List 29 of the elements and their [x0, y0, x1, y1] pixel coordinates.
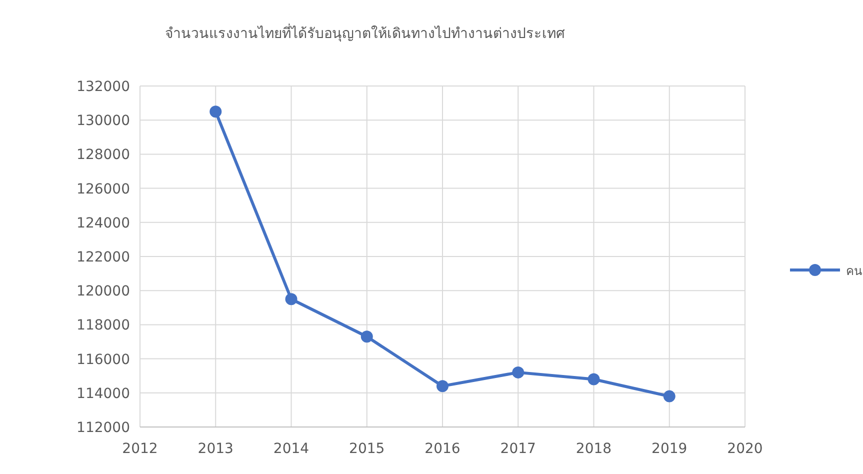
y-tick-label: 116000: [76, 352, 130, 368]
y-tick-label: 120000: [76, 284, 130, 300]
x-tick-label: 2018: [576, 441, 612, 457]
point: [512, 366, 524, 378]
x-tick-label: 2014: [273, 441, 310, 457]
x-tick-label: 2013: [198, 441, 234, 457]
y-tick-label: 112000: [76, 420, 130, 436]
y-tick-label: 114000: [76, 386, 130, 402]
point: [588, 373, 600, 386]
y-tick-label: 130000: [76, 113, 130, 130]
x-tick-label: 2016: [424, 441, 460, 457]
point: [663, 390, 676, 402]
legend-label: คน: [846, 264, 862, 278]
point: [285, 293, 298, 306]
point: [436, 380, 448, 392]
point: [210, 106, 222, 118]
x-tick-label: 2020: [727, 441, 763, 457]
x-tick-label: 2015: [349, 441, 385, 457]
y-tick-label: 122000: [76, 250, 130, 266]
y-tick-label: 128000: [76, 147, 130, 164]
y-tick-label: 124000: [76, 215, 130, 232]
x-tick-label: 2017: [500, 441, 536, 457]
point: [360, 330, 373, 343]
y-tick-label: 118000: [76, 318, 130, 334]
x-tick-label: 2012: [122, 441, 158, 457]
x-tick-label: 2019: [652, 441, 688, 457]
y-tick-label: 132000: [76, 79, 130, 95]
y-tick-label: 126000: [76, 181, 130, 198]
chart-title: จำนวนแรงงานไทยที่ได้รับอนุญาตให้เดินทางไปทำงานต่างประเทศ: [165, 24, 565, 42]
